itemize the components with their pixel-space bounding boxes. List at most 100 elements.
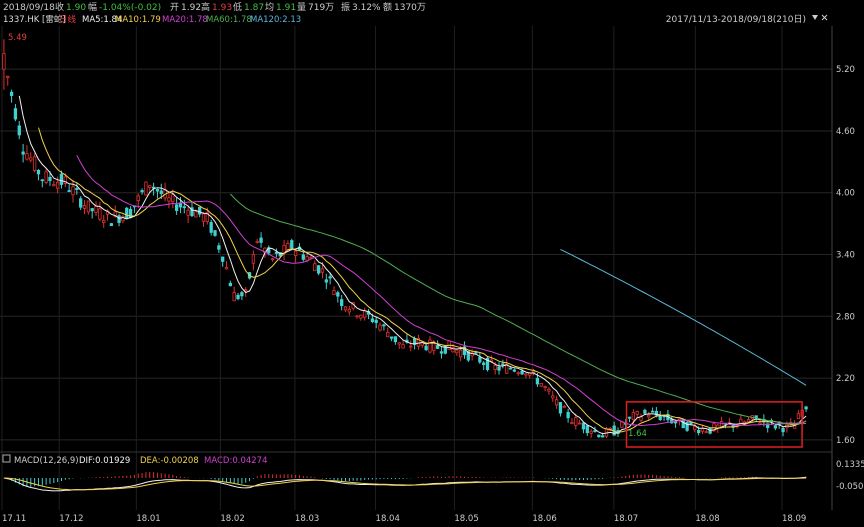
candle-body	[716, 424, 720, 429]
candle-body	[128, 208, 133, 219]
candle-body	[443, 344, 447, 354]
ma20-legend: MA20:1.78	[162, 15, 208, 25]
candle-body	[159, 190, 163, 194]
candle-body	[17, 125, 21, 136]
candle-body	[259, 237, 263, 243]
x-tick-label: 18.09	[782, 514, 806, 524]
candle-body	[174, 204, 179, 211]
avg-value: 1.91	[276, 3, 296, 13]
candle-body	[79, 198, 83, 208]
date-range[interactable]: 2017/11/13-2018/09/18(210日)	[666, 14, 806, 25]
settings-icon[interactable]	[821, 14, 828, 21]
candle-body	[140, 190, 144, 193]
ma120-line	[560, 248, 807, 386]
candle-body	[324, 279, 328, 283]
change-value: -1.04%(-0.02)	[99, 3, 161, 13]
candle-body	[516, 372, 520, 375]
candle-body	[155, 189, 160, 192]
candle-body	[597, 434, 601, 438]
candle-body	[71, 186, 75, 196]
period-label[interactable]: 日线	[59, 14, 77, 25]
ma10-line	[38, 127, 807, 433]
candle-body	[378, 324, 382, 331]
candle-body	[796, 413, 801, 420]
candle-body	[290, 240, 294, 249]
y-tick-label: 2.20	[836, 374, 855, 384]
candle-body	[182, 206, 186, 209]
candle-body	[278, 252, 282, 257]
high-value: 1.93	[212, 3, 232, 13]
candle-body	[232, 292, 236, 302]
candle-body	[551, 395, 555, 399]
candle-body	[94, 205, 98, 213]
grid	[0, 26, 832, 510]
candle-body	[270, 258, 275, 261]
open-label: 开	[170, 2, 179, 13]
x-tick-label: 18.05	[454, 514, 478, 524]
candle-body	[320, 268, 325, 273]
ma120-legend: MA120:2.13	[250, 15, 301, 25]
candle-body	[355, 315, 359, 318]
candle-body	[40, 179, 44, 182]
candle-body	[478, 357, 482, 363]
candle-body	[244, 289, 248, 292]
candle-body	[627, 416, 632, 419]
candle-body	[313, 263, 317, 272]
low-mark-label: 1.64	[628, 429, 647, 439]
high-mark-label: 5.49	[8, 33, 27, 43]
ma5-line	[18, 95, 807, 435]
candle-body	[746, 419, 751, 422]
macd-toggle-icon[interactable]	[2, 454, 11, 463]
candle-body	[21, 151, 25, 155]
macd-dea: DEA:-0.00208	[140, 456, 199, 466]
candle-body	[340, 299, 344, 307]
candle-body	[121, 216, 125, 222]
candle-body	[9, 91, 14, 96]
open-value: 1.92	[181, 3, 201, 13]
candle-body	[620, 421, 624, 428]
candle-body	[631, 412, 636, 420]
candle-body	[224, 267, 229, 270]
candle-body	[524, 373, 528, 376]
x-tick-label: 17.11	[2, 514, 26, 524]
candle-body	[44, 171, 48, 183]
candle-body	[336, 292, 340, 297]
macd-macd: MACD:0.04274	[204, 456, 268, 466]
candle-body	[386, 331, 390, 338]
candle-body	[359, 314, 363, 319]
high-label: 高	[201, 1, 210, 13]
candle-body	[482, 362, 486, 366]
candle-body	[171, 194, 175, 203]
candle-body	[201, 213, 206, 222]
candles	[2, 39, 808, 439]
candle-body	[36, 169, 41, 175]
candle-body	[455, 349, 459, 354]
candle-body	[236, 294, 240, 300]
candle-body	[581, 422, 586, 430]
candle-body	[547, 388, 551, 392]
candle-body	[167, 197, 171, 202]
ma60-legend: MA60:1.78	[206, 15, 252, 25]
ma20-line	[76, 154, 807, 427]
candle-body	[485, 357, 490, 371]
candle-body	[255, 240, 259, 243]
candle-body	[52, 183, 56, 187]
candle-body	[25, 153, 29, 160]
candle-body	[90, 208, 94, 212]
candle-body	[213, 230, 217, 236]
candle-body	[804, 406, 808, 410]
candle-body	[574, 417, 578, 426]
candle-body	[635, 411, 639, 415]
macd-panel	[3, 471, 807, 492]
candle-body	[585, 425, 589, 434]
amount-label: 额	[383, 1, 392, 13]
candle-body	[531, 370, 536, 373]
candle-body	[562, 405, 566, 408]
dropdown-icon[interactable]	[812, 15, 818, 20]
avg-label: 均	[265, 1, 274, 13]
candle-body	[643, 409, 647, 414]
candle-body	[382, 324, 386, 327]
candle-body	[228, 282, 233, 287]
candle-body	[577, 422, 582, 425]
candle-body	[570, 421, 574, 424]
